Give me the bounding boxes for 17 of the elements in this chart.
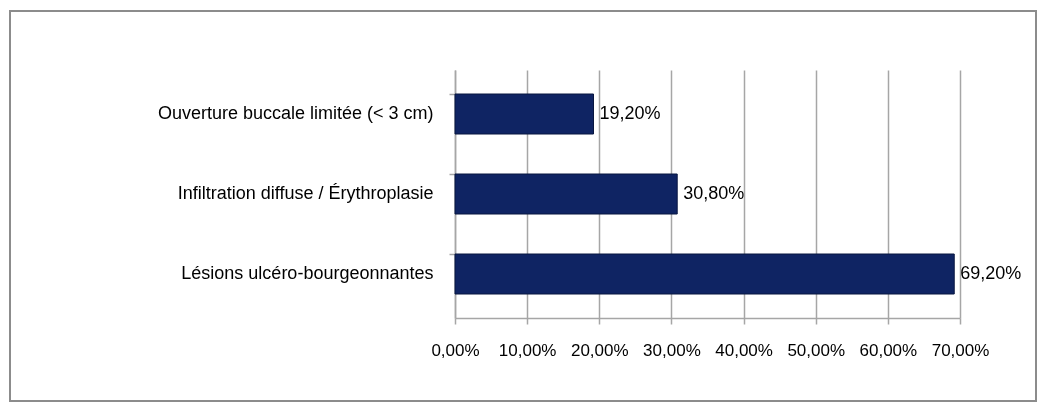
x-tick-label: 70,00% bbox=[931, 340, 990, 360]
bar bbox=[454, 93, 595, 135]
y-tick-label: Infiltration diffuse / Érythroplasie bbox=[177, 183, 434, 203]
x-tick-label: 10,00% bbox=[498, 340, 557, 360]
x-tick-label: 20,00% bbox=[570, 340, 629, 360]
data-label: 69,20% bbox=[960, 263, 1022, 283]
x-tick-label: 50,00% bbox=[787, 340, 846, 360]
bar bbox=[454, 173, 678, 215]
data-label: 19,20% bbox=[599, 103, 661, 123]
data-label: 30,80% bbox=[683, 183, 745, 203]
bar bbox=[454, 253, 955, 295]
y-tick-label: Lésions ulcéro-bourgeonnantes bbox=[181, 263, 434, 283]
x-tick-label: 40,00% bbox=[715, 340, 773, 360]
x-tick-label: 0,00% bbox=[431, 340, 480, 360]
x-tick-label: 60,00% bbox=[859, 340, 918, 360]
x-tick-label: 30,00% bbox=[643, 340, 701, 360]
y-tick-label: Ouverture buccale limitée (< 3 cm) bbox=[157, 103, 434, 123]
